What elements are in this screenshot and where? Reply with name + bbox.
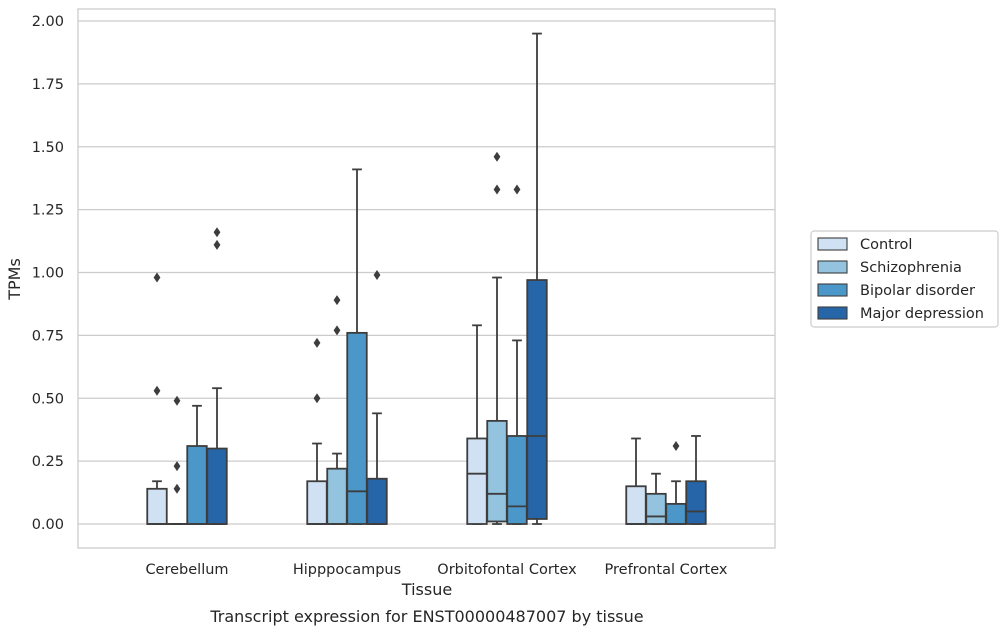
box-schizophrenia — [645, 472, 667, 525]
legend-swatch — [817, 283, 848, 297]
boxes — [146, 32, 707, 525]
legend-label: Major depression — [860, 306, 984, 322]
box-iqr — [306, 480, 328, 525]
outlier-point — [493, 151, 501, 162]
y-tick-label: 0.50 — [32, 391, 64, 407]
x-tick-label: Prefrontal Cortex — [605, 562, 728, 578]
outlier-point — [333, 295, 341, 306]
outlier-point — [493, 184, 501, 195]
y-tick-label: 1.25 — [32, 203, 64, 219]
legend: Control Schizophrenia Bipolar disorder Majo… — [810, 230, 999, 328]
x-tick-label: Orbitofontal Cortex — [437, 562, 577, 578]
y-axis-ticks: 0.00 0.25 0.50 0.75 1.00 1.25 1.50 1.75 2.00 — [32, 14, 64, 533]
x-tick-label: Cerebellum — [145, 562, 228, 578]
outlier-point — [333, 325, 341, 336]
outlier-point — [313, 337, 321, 348]
box-iqr — [645, 492, 667, 525]
outlier-point — [153, 385, 161, 396]
y-tick-label: 1.50 — [32, 140, 64, 156]
legend-swatch — [817, 306, 848, 320]
legend-swatch — [817, 260, 848, 274]
y-tick-label: 1.00 — [32, 266, 64, 282]
outlier-point — [373, 270, 381, 281]
outlier-point — [213, 227, 221, 238]
box-schizophrenia — [486, 151, 508, 525]
outlier-point — [173, 395, 181, 406]
box-bipolar-disorder — [665, 441, 687, 525]
legend-label: Control — [860, 237, 912, 253]
box-major-depression — [366, 270, 388, 525]
box-iqr — [486, 419, 508, 523]
outlier-point — [313, 393, 321, 404]
plot-frame — [77, 8, 776, 549]
legend-swatch — [817, 237, 848, 251]
outlier-point — [153, 272, 161, 283]
y-tick-label: 0.00 — [32, 517, 64, 533]
x-axis-ticks: Cerebellum Hipppocampus Orbitofontal Corte… — [145, 562, 727, 578]
outlier-point — [513, 184, 521, 195]
box-iqr — [206, 447, 228, 525]
chart-title: Transcript expression for ENST0000048700… — [209, 607, 643, 626]
box-control — [306, 337, 328, 525]
box-iqr — [625, 485, 647, 525]
box-iqr — [346, 331, 368, 525]
box-major-depression — [685, 435, 707, 525]
legend-label: Schizophrenia — [860, 260, 962, 276]
box-control — [625, 437, 647, 525]
box-iqr — [685, 480, 707, 525]
grid-lines — [78, 20, 775, 525]
box-bipolar-disorder — [186, 404, 208, 525]
outlier-point — [173, 461, 181, 472]
box-iqr — [186, 445, 208, 525]
box-iqr — [466, 437, 488, 525]
legend-box — [810, 230, 999, 328]
y-tick-label: 0.75 — [32, 328, 64, 344]
box-iqr — [665, 502, 687, 525]
outlier-point — [672, 441, 680, 452]
outlier-point — [173, 483, 181, 494]
box-iqr — [506, 435, 528, 525]
y-tick-label: 2.00 — [32, 14, 64, 30]
y-axis-label: TPMs — [5, 258, 24, 301]
box-iqr — [326, 467, 348, 525]
box-schizophrenia — [326, 295, 348, 525]
x-axis-label: Tissue — [401, 580, 452, 599]
box-control — [146, 272, 168, 525]
box-bipolar-disorder — [346, 168, 368, 525]
box-control — [466, 324, 488, 525]
y-tick-label: 1.75 — [32, 77, 64, 93]
legend-label: Bipolar disorder — [860, 283, 975, 299]
box-iqr — [526, 279, 548, 520]
outlier-point — [213, 239, 221, 250]
box-schizophrenia — [166, 395, 188, 525]
x-tick-label: Hipppocampus — [293, 562, 401, 578]
box-bipolar-disorder — [506, 184, 528, 525]
y-tick-label: 0.25 — [32, 454, 64, 470]
box-major-depression — [206, 227, 228, 525]
box-major-depression — [526, 32, 548, 525]
box-iqr — [366, 477, 388, 525]
box-iqr — [146, 487, 168, 525]
